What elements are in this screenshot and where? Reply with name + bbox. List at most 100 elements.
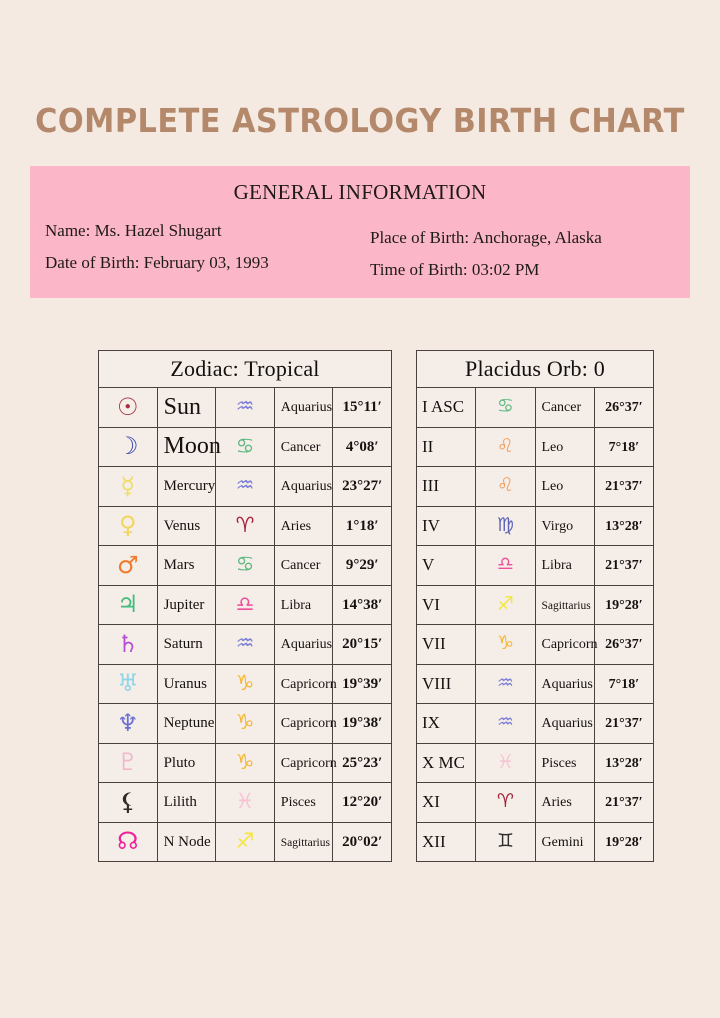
degree-value: 26°37′ — [605, 637, 643, 653]
house-number: VIII — [422, 673, 452, 693]
zodiac-symbol-cell: ♓ — [475, 742, 536, 783]
planet-name-cell: Neptune — [156, 703, 217, 744]
degree-cell: 14°38′ — [332, 584, 392, 625]
pisces-icon: ♓ — [235, 789, 255, 814]
pisces-icon: ♓ — [496, 750, 514, 773]
zodiac-symbol-cell: ♐ — [215, 821, 275, 862]
planet-symbol-cell: ♇ — [98, 742, 158, 783]
uranus-icon: ♅ — [117, 669, 139, 698]
table-row: ♆ Neptune ♑ Capricorn 19°38′ — [98, 703, 392, 744]
table-row: X MC ♓ Pisces 13°28′ — [415, 742, 655, 783]
table-row: ♃ Jupiter ♎ Libra 14°38′ — [98, 584, 392, 625]
zodiac-name-cell: Gemini — [534, 821, 595, 862]
saturn-icon: ♄ — [117, 629, 139, 658]
sagittarius-icon: ♐ — [235, 828, 255, 853]
planet-name-cell: Mercury — [156, 466, 217, 507]
house-table-header: Placidus Orb: 0 — [416, 350, 654, 388]
zodiac-symbol-cell: ♈ — [475, 782, 536, 823]
moon-icon: ☽ — [117, 432, 139, 461]
planet-name: Mars — [163, 557, 195, 574]
aquarius-icon: ♒ — [496, 711, 514, 734]
zodiac-name: Sagittarius — [541, 599, 591, 612]
aquarius-icon: ♒ — [496, 671, 514, 694]
house-number: II — [422, 436, 434, 456]
zodiac-name: Leo — [541, 439, 564, 455]
general-information-panel: GENERAL INFORMATION Name: Ms. Hazel Shug… — [30, 166, 690, 298]
planet-symbol-cell: ♂ — [98, 545, 158, 586]
leo-icon: ♌ — [496, 474, 514, 497]
jupiter-icon: ♃ — [117, 590, 139, 619]
house-number: V — [422, 555, 435, 575]
zodiac-name: Cancer — [541, 400, 582, 416]
zodiac-name: Aquarius — [541, 716, 593, 732]
planet-symbol-cell: ☿ — [98, 466, 158, 507]
house-number: X MC — [422, 752, 465, 772]
gemini-icon: ♊ — [496, 829, 514, 852]
zodiac-name-cell: Leo — [534, 426, 595, 467]
house-number-cell: III — [415, 466, 477, 507]
degree-cell: 19°38′ — [332, 703, 392, 744]
north-node-icon: ☊ — [117, 827, 139, 856]
zodiac-symbol-cell: ♑ — [215, 703, 275, 744]
capricorn-icon: ♑ — [235, 749, 255, 774]
mercury-icon: ☿ — [120, 471, 136, 500]
degree-cell: 7°18′ — [593, 663, 655, 704]
zodiac-symbol-cell: ♒ — [475, 663, 536, 704]
virgo-icon: ♍ — [496, 513, 514, 536]
zodiac-name-cell: Libra — [273, 584, 334, 625]
zodiac-name: Libra — [280, 597, 312, 613]
table-row: I ASC ♋ Cancer 26°37′ — [415, 387, 655, 428]
house-number-cell: I ASC — [415, 387, 477, 428]
zodiac-symbol-cell: ♑ — [215, 663, 275, 704]
planet-name: Mercury — [163, 478, 216, 495]
sun-icon: ☉ — [117, 392, 139, 421]
zodiac-name-cell: Libra — [534, 545, 595, 586]
degree-value: 26°37′ — [605, 400, 643, 416]
house-number: XI — [422, 792, 440, 812]
degree-value: 15°11′ — [342, 399, 382, 416]
table-row: ⚸ Lilith ♓ Pisces 12°20′ — [98, 782, 392, 823]
planet-name-cell: Sun — [156, 387, 217, 428]
planet-name-cell: Mars — [156, 545, 217, 586]
degree-cell: 20°15′ — [332, 624, 392, 665]
capricorn-icon: ♑ — [235, 710, 255, 735]
cancer-icon: ♋ — [235, 552, 255, 577]
house-number-cell: VII — [415, 624, 477, 665]
zodiac-symbol-cell: ♋ — [215, 545, 275, 586]
zodiac-name: Capricorn — [280, 716, 337, 732]
house-number-cell: XII — [415, 821, 477, 862]
house-number: VII — [422, 634, 446, 654]
table-row: ♅ Uranus ♑ Capricorn 19°39′ — [98, 663, 392, 704]
degree-cell: 12°20′ — [332, 782, 392, 823]
degree-cell: 15°11′ — [332, 387, 392, 428]
house-number-cell: VI — [415, 584, 477, 625]
degree-cell: 21°37′ — [593, 703, 655, 744]
aquarius-icon: ♒ — [235, 394, 255, 419]
leo-icon: ♌ — [496, 434, 514, 457]
planet-name: Venus — [163, 517, 201, 534]
libra-icon: ♎ — [496, 553, 514, 576]
table-row: XI ♈ Aries 21°37′ — [415, 782, 655, 823]
table-row: ☿ Mercury ♒ Aquarius 23°27′ — [98, 466, 392, 507]
house-number: IV — [422, 515, 440, 535]
degree-cell: 21°37′ — [593, 466, 655, 507]
degree-cell: 25°23′ — [332, 742, 392, 783]
zodiac-name: Libra — [541, 558, 572, 574]
zodiac-name: Leo — [541, 479, 564, 495]
degree-cell: 9°29′ — [332, 545, 392, 586]
zodiac-symbol-cell: ♋ — [475, 387, 536, 428]
zodiac-symbol-cell: ♑ — [475, 624, 536, 665]
zodiac-name-cell: Leo — [534, 466, 595, 507]
degree-cell: 7°18′ — [593, 426, 655, 467]
planet-symbol-cell: ♀ — [98, 505, 158, 546]
time-of-birth-field: Time of Birth: 03:02 PM — [370, 260, 540, 279]
house-number-cell: X MC — [415, 742, 477, 783]
capricorn-icon: ♑ — [235, 670, 255, 695]
planet-name: Moon — [163, 433, 221, 460]
house-number-cell: II — [415, 426, 477, 467]
zodiac-name: Aquarius — [280, 400, 333, 416]
zodiac-name-cell: Aquarius — [534, 703, 595, 744]
planet-table-body: ☉ Sun ♒ Aquarius 15°11′ ☽ Moon ♋ Cancer 4°08′ ☿ Mer… — [98, 387, 392, 862]
zodiac-name: Capricorn — [280, 676, 337, 692]
table-row: IV ♍ Virgo 13°28′ — [415, 505, 655, 546]
